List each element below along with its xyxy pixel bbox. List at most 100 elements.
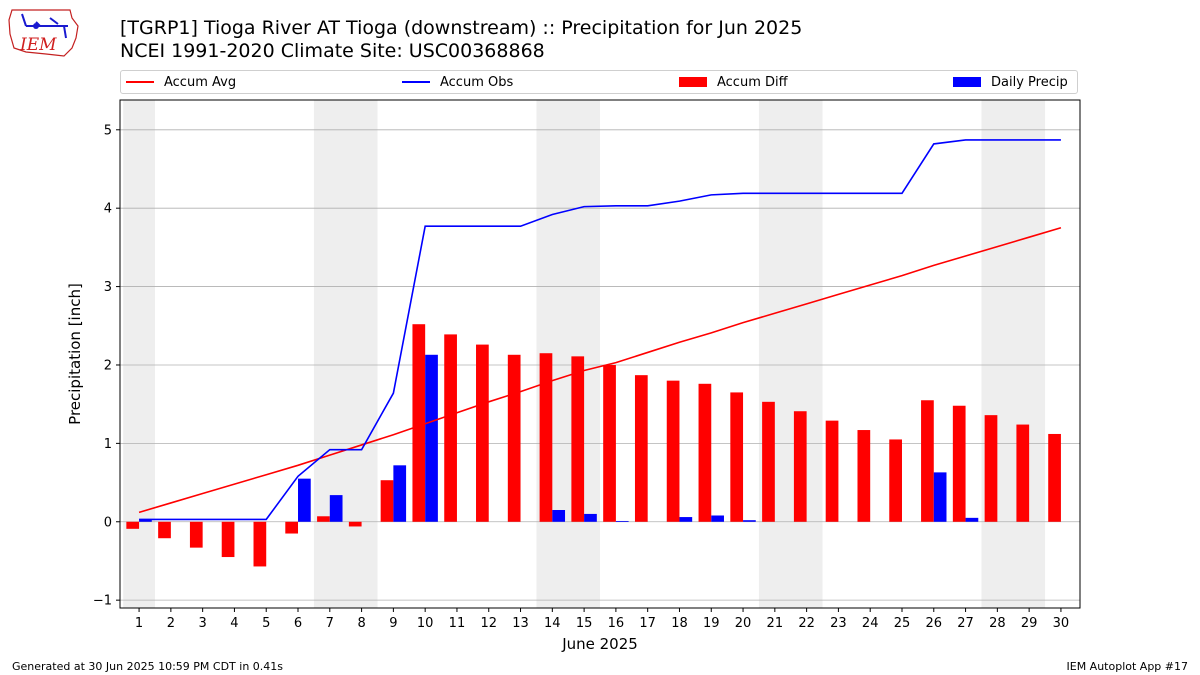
bar-daily-precip-19 bbox=[711, 515, 724, 522]
x-tick-label-23: 23 bbox=[830, 616, 847, 631]
bar-accum-diff-29 bbox=[1016, 424, 1030, 522]
x-tick-label-6: 6 bbox=[294, 616, 302, 631]
legend-item-accum-diff: Accum Diff bbox=[679, 71, 788, 93]
x-tick-label-13: 13 bbox=[512, 616, 529, 631]
footer-generated-text: Generated at 30 Jun 2025 10:59 PM CDT in… bbox=[12, 660, 284, 673]
bar-accum-diff-16 bbox=[603, 364, 616, 522]
legend-label-accum-diff: Accum Diff bbox=[717, 74, 788, 90]
bar-accum-diff-8 bbox=[348, 521, 362, 527]
x-tick-label-3: 3 bbox=[199, 616, 207, 631]
bar-accum-diff-12 bbox=[476, 344, 489, 522]
x-tick-label-9: 9 bbox=[389, 616, 397, 631]
bar-accum-diff-18 bbox=[666, 380, 680, 522]
bar-daily-precip-1 bbox=[139, 519, 152, 522]
bar-daily-precip-27 bbox=[965, 517, 979, 522]
y-tick-label-2: 2 bbox=[104, 358, 112, 373]
x-tick-label-2: 2 bbox=[167, 616, 175, 631]
x-tick-label-5: 5 bbox=[262, 616, 270, 631]
bar-accum-diff-20 bbox=[730, 392, 744, 522]
bar-accum-diff-11 bbox=[444, 334, 457, 522]
bar-daily-precip-18 bbox=[679, 517, 693, 522]
legend-label-accum-avg: Accum Avg bbox=[164, 74, 237, 90]
legend-item-accum-avg: Accum Avg bbox=[126, 71, 236, 93]
plot-frame bbox=[119, 99, 1081, 609]
bar-daily-precip-16 bbox=[615, 520, 629, 522]
y-tick-label--1: −1 bbox=[93, 594, 112, 609]
bar-accum-diff-10 bbox=[412, 324, 426, 522]
bar-daily-precip-6 bbox=[298, 478, 311, 522]
legend-swatch-accum-obs bbox=[402, 81, 430, 83]
x-tick-label-11: 11 bbox=[449, 616, 466, 631]
logo-text: IEM bbox=[19, 35, 57, 55]
x-axis-label: June 2025 bbox=[561, 635, 638, 653]
x-tick-label-26: 26 bbox=[926, 616, 943, 631]
bar-accum-diff-27 bbox=[952, 405, 966, 522]
x-tick-label-16: 16 bbox=[608, 616, 625, 631]
y-tick-label-4: 4 bbox=[104, 202, 112, 217]
y-tick-label-5: 5 bbox=[104, 123, 112, 138]
x-tick-label-10: 10 bbox=[417, 616, 434, 631]
x-tick-label-4: 4 bbox=[230, 616, 238, 631]
x-tick-label-18: 18 bbox=[671, 616, 688, 631]
bar-accum-diff-14 bbox=[539, 353, 553, 522]
y-tick-label-1: 1 bbox=[104, 437, 112, 452]
x-tick-label-30: 30 bbox=[1053, 616, 1070, 631]
bar-accum-diff-19 bbox=[698, 383, 712, 522]
bar-accum-diff-21 bbox=[762, 401, 775, 522]
bar-accum-diff-22 bbox=[793, 411, 807, 522]
weekend-shade-0 bbox=[123, 100, 155, 608]
x-tick-label-1: 1 bbox=[135, 616, 143, 631]
y-tick-label-3: 3 bbox=[104, 280, 112, 295]
bar-daily-precip-20 bbox=[743, 520, 756, 522]
bar-accum-diff-2 bbox=[158, 521, 171, 539]
legend-swatch-accum-diff bbox=[679, 77, 707, 87]
weekend-shade-4 bbox=[981, 100, 1046, 608]
x-tick-label-19: 19 bbox=[703, 616, 720, 631]
bar-accum-diff-13 bbox=[507, 354, 521, 522]
x-tick-label-12: 12 bbox=[480, 616, 497, 631]
bar-accum-diff-1 bbox=[126, 521, 140, 529]
legend-item-accum-obs: Accum Obs bbox=[402, 71, 513, 93]
bar-daily-precip-15 bbox=[584, 513, 597, 522]
chart-title: [TGRP1] Tioga River AT Tioga (downstream… bbox=[120, 17, 803, 39]
legend: Accum Avg Accum Obs Accum Diff Daily Pre… bbox=[120, 70, 1078, 94]
bar-daily-precip-26 bbox=[933, 472, 947, 522]
legend-swatch-daily-precip bbox=[953, 77, 981, 87]
bar-accum-diff-30 bbox=[1048, 433, 1061, 522]
bar-accum-diff-6 bbox=[285, 521, 299, 534]
weekend-shade-3 bbox=[758, 100, 823, 608]
weekend-shade-1 bbox=[313, 100, 378, 608]
x-tick-label-27: 27 bbox=[957, 616, 974, 631]
x-tick-label-29: 29 bbox=[1021, 616, 1038, 631]
x-tick-label-20: 20 bbox=[735, 616, 752, 631]
x-tick-label-17: 17 bbox=[639, 616, 656, 631]
x-tick-label-21: 21 bbox=[767, 616, 784, 631]
x-tick-label-24: 24 bbox=[862, 616, 879, 631]
bar-accum-diff-3 bbox=[189, 521, 203, 548]
x-tick-label-15: 15 bbox=[576, 616, 593, 631]
x-tick-label-28: 28 bbox=[989, 616, 1006, 631]
legend-label-accum-obs: Accum Obs bbox=[440, 74, 514, 90]
x-tick-label-7: 7 bbox=[326, 616, 334, 631]
bar-accum-diff-9 bbox=[380, 480, 394, 522]
legend-label-daily-precip: Daily Precip bbox=[991, 74, 1068, 90]
iem-logo: IEM bbox=[8, 9, 79, 57]
bar-accum-diff-28 bbox=[984, 415, 998, 522]
legend-swatch-accum-avg bbox=[126, 81, 154, 83]
bar-daily-precip-7 bbox=[329, 495, 343, 522]
bar-accum-diff-25 bbox=[889, 439, 902, 522]
line-accum-avg bbox=[138, 227, 1062, 514]
bar-accum-diff-7 bbox=[317, 516, 330, 522]
bar-daily-precip-14 bbox=[552, 510, 566, 522]
chart-subtitle: NCEI 1991-2020 Climate Site: USC00368868 bbox=[120, 40, 545, 62]
x-tick-label-14: 14 bbox=[544, 616, 561, 631]
x-tick-label-22: 22 bbox=[798, 616, 815, 631]
bar-accum-diff-4 bbox=[221, 521, 235, 558]
bar-daily-precip-10 bbox=[425, 354, 438, 522]
bar-accum-diff-23 bbox=[825, 420, 839, 522]
x-tick-label-25: 25 bbox=[894, 616, 911, 631]
footer-app-text: IEM Autoplot App #17 bbox=[1066, 660, 1189, 673]
bar-accum-diff-26 bbox=[921, 400, 934, 522]
y-axis-label: Precipitation [inch] bbox=[66, 283, 84, 425]
